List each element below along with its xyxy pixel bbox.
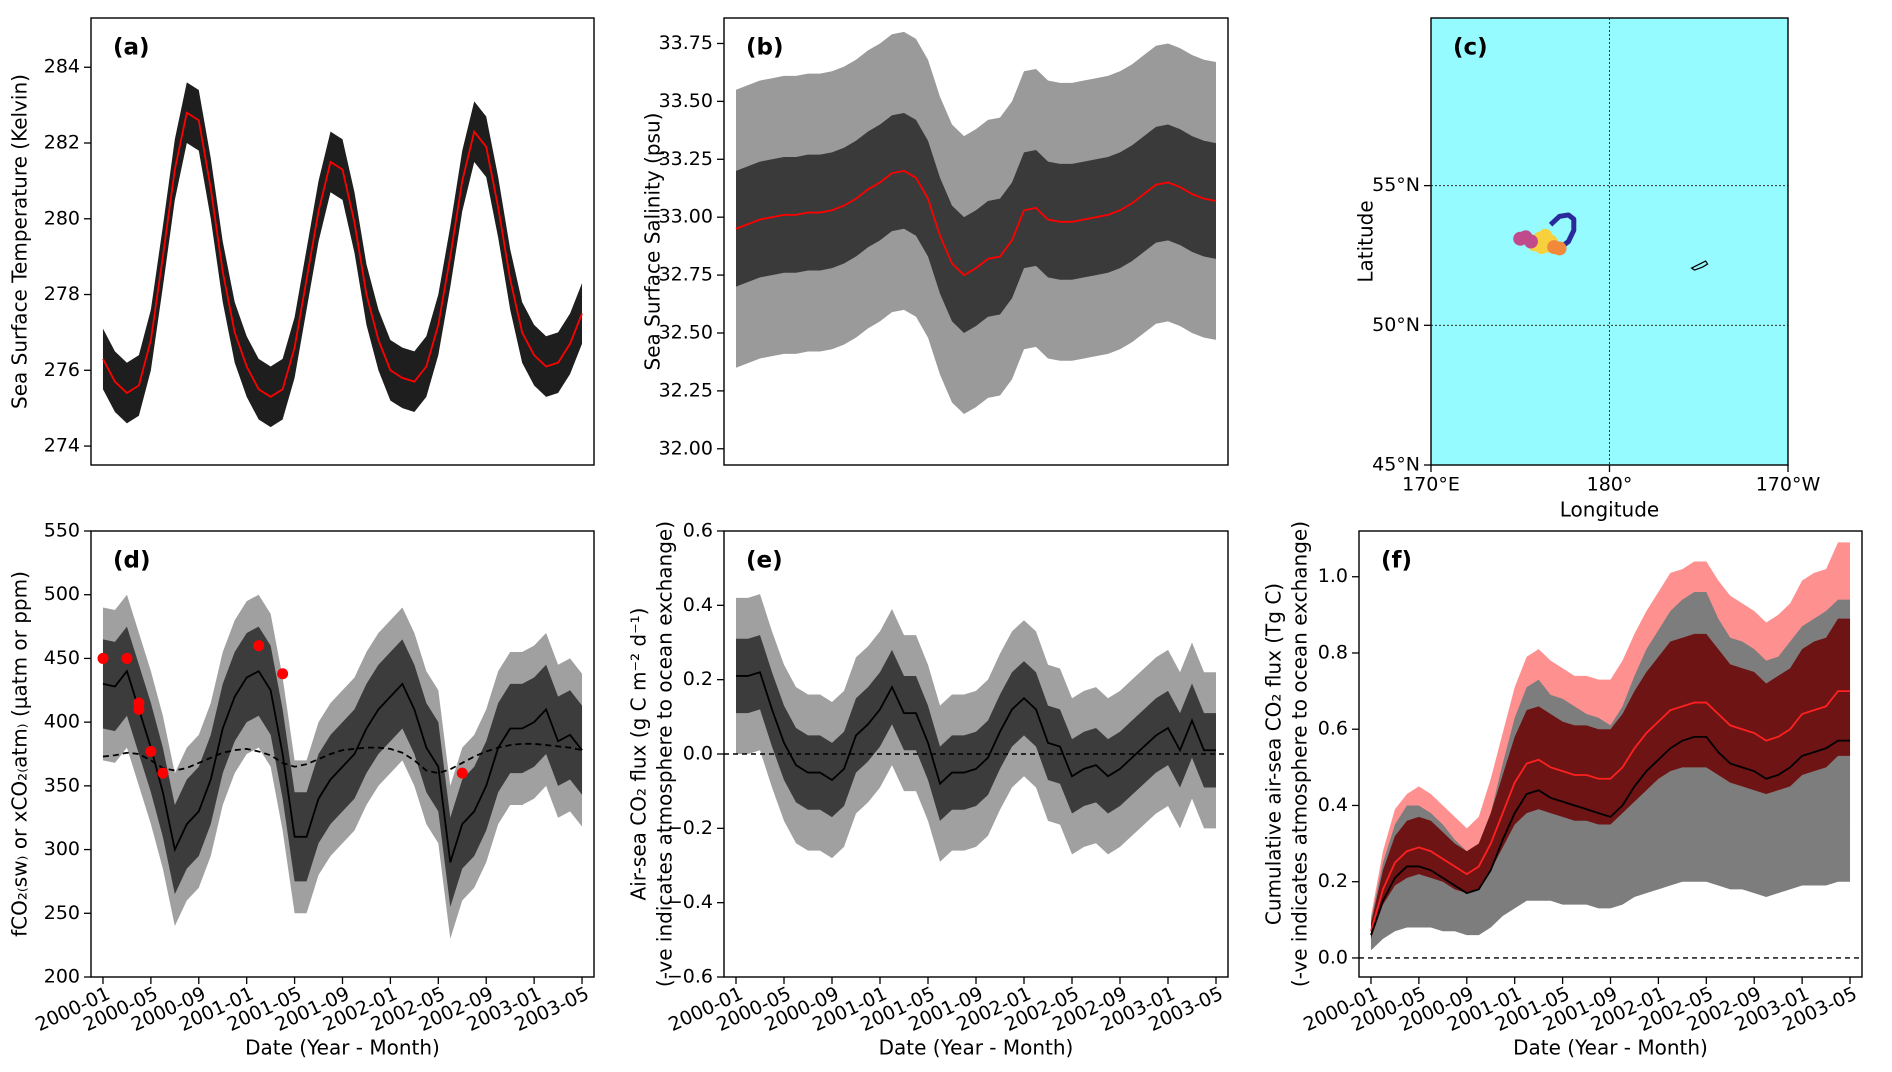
panel-label: (f): [1381, 548, 1412, 574]
x-axis-label: Date (Year - Month): [1513, 1036, 1708, 1060]
panel-label: (e): [746, 548, 783, 574]
frame: [723, 17, 1229, 466]
line: [1370, 690, 1851, 932]
y-axis-label: (-ve indicates atmosphere to ocean excha…: [653, 521, 677, 987]
band: [736, 635, 1216, 821]
y-tick-label: 300: [44, 838, 80, 860]
y-tick-label: 1.0: [1318, 565, 1348, 587]
y-tick-label: 0.4: [683, 594, 713, 616]
y-tick-label: 0.2: [683, 668, 713, 690]
y-tick-label: 0.0: [1318, 946, 1348, 968]
track-point: [1523, 234, 1538, 249]
y-axis-label: Sea Surface Temperature (Kelvin): [8, 74, 32, 409]
y-tick-label: 33.00: [659, 206, 713, 228]
y-tick-label: 350: [44, 774, 80, 796]
y-tick-label: 282: [44, 132, 80, 154]
x-axis-label: Date (Year - Month): [879, 1036, 1074, 1060]
y-tick-label: 550: [44, 520, 80, 542]
observation: [97, 652, 109, 664]
x-tick-label: 170°W: [1756, 474, 1821, 496]
y-axis-label: (-ve indicates atmosphere to ocean excha…: [1288, 521, 1312, 987]
observation: [145, 745, 157, 757]
y-tick-label: 0.0: [683, 743, 713, 765]
y-tick-label: 55°N: [1372, 174, 1420, 196]
y-tick-label: 274: [44, 435, 80, 457]
y-tick-label: 200: [44, 966, 80, 988]
y-tick-label: 33.50: [659, 90, 713, 112]
x-axis-label: Date (Year - Month): [245, 1036, 440, 1060]
frame: [90, 17, 595, 466]
y-tick-label: 400: [44, 711, 80, 733]
y-tick-label: 0.4: [1318, 794, 1348, 816]
observation: [121, 652, 133, 664]
y-tick-label: 32.25: [659, 379, 713, 401]
line: [102, 111, 583, 398]
band: [736, 112, 1216, 333]
x-axis-label: Longitude: [1560, 498, 1659, 522]
x-tick-label: 170°E: [1402, 474, 1460, 496]
panel-label: (c): [1453, 35, 1488, 61]
line: [102, 742, 583, 775]
y-tick-label: 32.75: [659, 264, 713, 286]
y-tick-label: 32.50: [659, 321, 713, 343]
island: [1690, 260, 1709, 271]
y-tick-label: 284: [44, 56, 80, 78]
frame: [1430, 17, 1789, 466]
y-tick-label: 0.8: [1318, 641, 1348, 663]
y-tick-label: 450: [44, 647, 80, 669]
observation: [456, 767, 468, 779]
line: [735, 169, 1217, 277]
y-tick-label: 45°N: [1372, 454, 1420, 476]
observation: [253, 640, 265, 652]
y-tick-label: 33.25: [659, 148, 713, 170]
y-tick-label: −0.6: [667, 966, 713, 988]
observation: [133, 703, 145, 715]
panel-label: (d): [113, 548, 151, 574]
y-tick-label: 50°N: [1372, 314, 1420, 336]
observation: [157, 767, 169, 779]
y-tick-label: 32.00: [659, 437, 713, 459]
x-tick-label: 180°: [1587, 474, 1633, 496]
panel-label: (a): [113, 35, 150, 61]
plot-area: [735, 31, 1217, 415]
line: [102, 669, 583, 863]
y-tick-label: 0.6: [1318, 718, 1348, 740]
y-tick-label: 278: [44, 283, 80, 305]
y-tick-label: 0.2: [1318, 870, 1348, 892]
frame: [723, 530, 1229, 978]
plot-area: [97, 594, 583, 939]
line: [1370, 735, 1851, 936]
ocean: [1431, 18, 1788, 465]
observation: [277, 668, 289, 680]
line: [736, 671, 1216, 786]
y-axis-label: fCO₂₍sw₎ or xCO₂₍atm₎ (μatm or ppm): [8, 571, 32, 937]
y-axis-label: Air-sea CO₂ flux (g C m⁻² d⁻¹): [627, 608, 651, 901]
y-axis-label: Cumulative air-sea CO₂ flux (Tg C): [1262, 583, 1286, 925]
plot-area: [102, 82, 583, 428]
y-tick-label: −0.2: [667, 817, 713, 839]
y-tick-label: 0.6: [683, 520, 713, 542]
y-axis-label: Sea Surface Salinity (psu): [641, 113, 665, 371]
plot-area: [1359, 542, 1862, 959]
y-tick-label: 500: [44, 583, 80, 605]
y-tick-label: 250: [44, 902, 80, 924]
frame: [1358, 530, 1863, 978]
plot-area: [1431, 18, 1788, 465]
track-point: [1552, 241, 1567, 256]
panel-label: (b): [746, 35, 784, 61]
y-axis-label: Latitude: [1354, 200, 1378, 282]
y-tick-label: 280: [44, 207, 80, 229]
y-tick-label: −0.4: [667, 891, 713, 913]
y-tick-label: 33.75: [659, 32, 713, 54]
plot-area: [724, 594, 1228, 862]
frame: [90, 530, 595, 978]
band: [102, 82, 583, 428]
y-tick-label: 276: [44, 359, 80, 381]
